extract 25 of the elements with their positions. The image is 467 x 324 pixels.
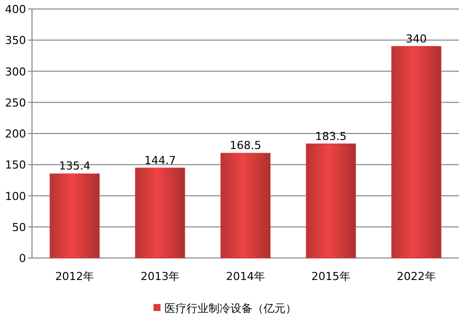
x-tick-label: 2012年: [55, 270, 94, 283]
data-label: 340: [406, 32, 427, 46]
y-tick-label: 400: [5, 3, 26, 16]
data-label: 168.5: [230, 139, 262, 152]
data-label: 183.5: [315, 130, 347, 143]
y-tick-label: 150: [5, 158, 26, 172]
bar: [306, 144, 356, 258]
x-tick-label: 2014年: [226, 270, 265, 283]
data-label: 144.7: [144, 154, 176, 167]
y-tick-label: 350: [5, 34, 26, 48]
y-tick-label: 0: [19, 252, 26, 265]
bar: [50, 173, 100, 258]
bar: [135, 168, 186, 258]
legend-label: 医疗行业制冷设备（亿元）: [164, 302, 296, 315]
y-tick-label: 200: [5, 128, 26, 140]
x-tick-label: 2013年: [140, 270, 180, 283]
x-tick-label: 2022年: [396, 270, 436, 283]
y-tick-label: 100: [5, 190, 26, 203]
bar: [391, 46, 442, 258]
x-tick-label: 2015年: [311, 270, 350, 283]
y-tick-label: 300: [5, 65, 26, 78]
bar: [220, 152, 271, 258]
y-tick-label: 50: [12, 220, 26, 234]
data-label: 135.4: [58, 160, 90, 173]
y-tick-label: 250: [5, 96, 26, 110]
